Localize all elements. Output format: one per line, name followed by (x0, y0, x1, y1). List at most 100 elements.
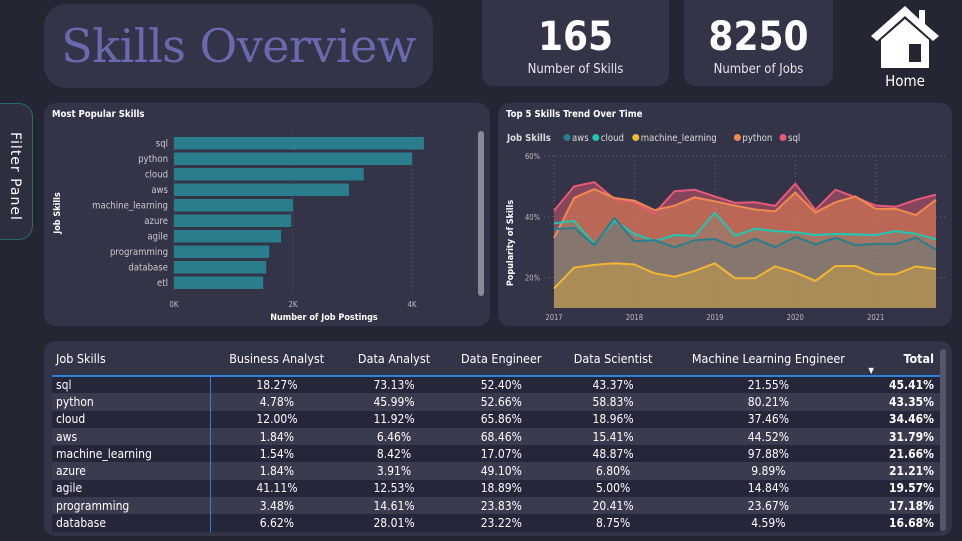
percent-cell: 6.46% (343, 427, 445, 446)
percent-cell: 3.91% (343, 462, 445, 480)
bar-programming[interactable] (174, 245, 270, 259)
percent-cell: 52.66% (444, 393, 558, 411)
bar-sql[interactable] (174, 137, 424, 150)
legend-marker-sql (779, 134, 787, 141)
column-header[interactable]: Job Skills (52, 347, 210, 377)
table-row[interactable]: aws 1.84% 6.46% 68.46% 15.41% 44.52% 31.79% (52, 427, 940, 446)
x-tick-label: 2019 (706, 313, 723, 322)
percent-cell: 3.48% (210, 497, 344, 515)
kpi-value: 165 (537, 14, 614, 60)
percent-cell: 73.13% (343, 376, 445, 394)
percent-cell: 4.78% (210, 393, 344, 411)
percent-cell: 5.00% (557, 479, 669, 498)
most-popular-skills-card: Most Popular Skills Job Skills Number of… (44, 103, 490, 326)
bar-database[interactable] (174, 261, 267, 274)
percent-cell: 19.57% (868, 479, 940, 498)
x-tick-label: 0K (169, 300, 179, 309)
legend-item-python[interactable]: python (742, 133, 772, 144)
percent-cell: 23.83% (444, 497, 558, 515)
percent-cell: 18.89% (444, 479, 558, 498)
percent-cell: 8.42% (343, 445, 445, 463)
percent-cell: 28.01% (343, 514, 445, 532)
skills-matrix-table: Job Skills Business Analyst Data Analyst Da… (52, 347, 940, 532)
percent-cell: 11.92% (343, 410, 445, 428)
legend-title: Job Skills (506, 133, 551, 144)
bar-machine_learning[interactable] (174, 199, 293, 212)
trend-chart: Popularity of Skills Job Skills aws cloud… (506, 133, 946, 322)
percent-cell: 6.62% (210, 514, 344, 532)
bar-azure[interactable] (174, 214, 292, 228)
area-python (554, 189, 936, 308)
x-tick-label: 4K (407, 300, 417, 309)
legend-item-sql[interactable]: sql (788, 133, 800, 144)
percent-cell: 21.21% (868, 462, 940, 480)
column-header[interactable]: Data Analyst (343, 347, 445, 377)
line-aws[interactable] (553, 216, 937, 251)
bar-chart-scrollbar[interactable] (478, 131, 484, 296)
percent-cell: 14.84% (668, 479, 869, 498)
legend-marker-machine_learning (632, 134, 640, 141)
percent-cell: 20.41% (557, 497, 669, 515)
column-header-label: Business Analyst (229, 351, 325, 366)
table-row[interactable]: sql 18.27% 73.13% 52.40% 43.37% 21.55% 45.41% (52, 376, 940, 394)
percent-cell: 34.46% (868, 410, 940, 428)
y-tick-label: python (138, 154, 168, 165)
y-tick-label: cloud (145, 170, 168, 181)
legend-marker-cloud (592, 134, 600, 141)
bar-agile[interactable] (174, 230, 282, 243)
percent-cell: 43.37% (557, 376, 669, 394)
bar-aws[interactable] (174, 183, 349, 197)
y-tick-label: azure (144, 216, 168, 227)
percent-cell: 52.40% (444, 376, 558, 394)
line-python[interactable] (553, 188, 937, 239)
bar-cloud[interactable] (174, 168, 364, 181)
filter-panel-label: Filter Panel (7, 132, 23, 221)
bar-python[interactable] (174, 152, 412, 166)
table-row[interactable]: azure 1.84% 3.91% 49.10% 6.80% 9.89% 21.21% (52, 462, 940, 480)
column-header[interactable]: Business Analyst (210, 347, 344, 377)
table-row[interactable]: machine_learning 1.54% 8.42% 17.07% 48.87% 97… (52, 445, 940, 463)
column-header-label: Machine Learning Engineer (691, 351, 845, 366)
percent-cell: 1.84% (210, 462, 344, 480)
table-row[interactable]: programming 3.48% 14.61% 23.83% 20.41% 23.67%… (52, 497, 940, 515)
x-tick-label: 2018 (626, 313, 643, 322)
legend-item-machine_learning[interactable]: machine_learning (641, 133, 717, 144)
bar-etl[interactable] (174, 276, 264, 290)
line-sql[interactable] (553, 181, 937, 215)
legend-item-aws[interactable]: aws (572, 133, 589, 144)
percent-cell: 1.54% (210, 445, 344, 463)
column-header[interactable]: Data Scientist (557, 347, 669, 377)
x-tick-label: 2021 (867, 313, 884, 322)
x-tick-label: 2017 (545, 313, 562, 322)
percent-cell: 4.59% (668, 514, 869, 532)
column-header[interactable]: Data Engineer (444, 347, 558, 377)
sort-descending-icon[interactable]: ▼ (868, 366, 874, 375)
area-machine_learning (554, 263, 936, 308)
percent-cell: 6.80% (557, 462, 669, 480)
legend-item-cloud[interactable]: cloud (601, 133, 624, 144)
area-cloud (554, 212, 936, 308)
column-header[interactable]: Machine Learning Engineer (668, 347, 869, 377)
table-row[interactable]: python 4.78% 45.99% 52.66% 58.83% 80.21% 43.35… (52, 393, 940, 411)
column-header-label: Data Analyst (357, 351, 431, 366)
table-row[interactable]: agile 41.11% 12.53% 18.89% 5.00% 14.84% 19.57% (52, 479, 940, 498)
line-machine_learning[interactable] (553, 262, 937, 290)
legend-marker-python (733, 134, 741, 141)
percent-cell: 43.35% (868, 393, 940, 411)
filter-panel-toggle[interactable]: Filter Panel (0, 103, 33, 240)
column-header[interactable]: Total ▼ (868, 347, 940, 377)
kpi-card-skills: 165 Number of Skills (482, 0, 669, 86)
skills-matrix-table-card: Job Skills Business Analyst Data Analyst Da… (44, 341, 952, 536)
kpi-card-jobs: 8250 Number of Jobs (684, 0, 833, 86)
title-card: Skills Overview (44, 4, 433, 88)
percent-cell: 65.86% (444, 410, 558, 428)
home-button[interactable]: Home (868, 4, 942, 90)
table-row[interactable]: database 6.62% 28.01% 23.22% 8.75% 4.59% 16.68… (52, 514, 940, 532)
percent-cell: 14.61% (343, 497, 445, 515)
table-row[interactable]: cloud 12.00% 11.92% 65.86% 18.96% 37.46% 34.46… (52, 410, 940, 428)
skill-name-cell: programming (52, 497, 211, 515)
skill-name-cell: azure (52, 462, 211, 480)
skill-name-cell: sql (52, 376, 211, 394)
table-scrollbar[interactable] (940, 349, 946, 531)
x-tick-label: 2020 (787, 313, 804, 322)
